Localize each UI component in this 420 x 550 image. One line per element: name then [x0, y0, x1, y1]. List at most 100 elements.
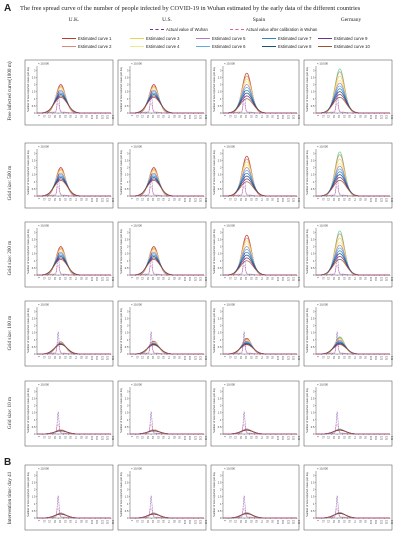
y-tick-label: 1 [34, 97, 36, 101]
x-tick-label: 41 [244, 356, 247, 359]
chart-panel-3-1: 00.511.522.531 11 21 31 41 51 61 71 81 91 101 111 12… [24, 221, 114, 288]
actual-value-line [316, 173, 390, 197]
y-tick-label: 2.5 [32, 237, 36, 241]
legend-label: Estimated curve 10 [334, 44, 370, 49]
x-tick-label: 131 [292, 356, 295, 361]
y-unit-label: × 10,000 [131, 383, 142, 387]
actual-value-line [223, 495, 297, 519]
y-tick-label: 3 [220, 309, 222, 313]
x-tick-label: 81 [265, 115, 268, 118]
y-tick-label: 2 [127, 324, 129, 328]
x-tick-label: 31 [53, 356, 56, 359]
y-axis-label: Number of new reported cases per day [212, 228, 216, 274]
x-tick-label: 81 [79, 436, 82, 439]
y-tick-label: 2.5 [125, 480, 129, 484]
chart-panel-1-1: 00.511.522.531 11 21 31 41 51 61 71 81 91 101 111 12… [24, 59, 114, 126]
x-tick-label: 71 [260, 277, 263, 280]
x-tick-label: 21 [327, 436, 330, 439]
panel-frame [210, 142, 300, 209]
x-tick-label: 61 [69, 115, 72, 118]
y-tick-label: 1.5 [311, 331, 315, 335]
chart-panel-5-4: 00.511.522.531 11 21 31 41 51 61 71 81 91 101 111 12… [303, 380, 393, 447]
y-tick-label: 2 [127, 83, 129, 87]
x-tick-label: 1 [223, 115, 226, 117]
x-tick-label: 141 [204, 115, 207, 120]
x-tick-label: 101 [90, 198, 93, 203]
y-tick-label: 0 [220, 516, 222, 520]
x-tick-label: 41 [337, 436, 340, 439]
x-tick-label: 121 [286, 356, 289, 361]
y-tick-label: 3 [220, 151, 222, 155]
chart-panel-5-3: 00.511.522.531 11 21 31 41 51 61 71 81 91 101 111 12… [210, 380, 300, 447]
x-tick-label: 91 [364, 198, 367, 201]
x-tick-label: 61 [348, 356, 351, 359]
calibrated-value-line [129, 507, 204, 519]
y-tick-label: 0 [34, 432, 36, 436]
y-unit-label: × 10,000 [317, 383, 328, 387]
column-header-uk: U.K. [68, 17, 80, 23]
y-tick-label: 0 [127, 194, 129, 198]
x-tick-label: 71 [260, 356, 263, 359]
x-tick-label: 61 [69, 436, 72, 439]
legend-swatch [262, 46, 276, 47]
y-tick-label: 0.5 [32, 425, 36, 429]
x-tick-label: 71 [260, 115, 263, 118]
x-tick-label: 141 [204, 356, 207, 361]
calibrated-value-line [222, 507, 297, 519]
x-tick-label: 131 [292, 198, 295, 203]
x-tick-label: 21 [327, 520, 330, 523]
y-tick-label: 0 [313, 273, 315, 277]
legend-item-curve-10: Estimated curve 10 [318, 44, 370, 49]
x-tick-label: 41 [58, 356, 61, 359]
y-tick-label: 2 [313, 245, 315, 249]
x-tick-label: 111 [281, 436, 284, 440]
panel-frame [117, 221, 207, 288]
panel-frame [303, 300, 393, 367]
x-tick-label: 41 [151, 436, 154, 439]
x-tick-label: 131 [199, 277, 202, 282]
panel-frame [24, 59, 114, 126]
x-tick-label: 91 [271, 356, 274, 359]
x-tick-label: 11 [321, 198, 324, 201]
y-tick-label: 3 [313, 230, 315, 234]
y-tick-label: 1.5 [32, 331, 36, 335]
x-tick-label: 121 [286, 198, 289, 203]
calibrated-value-line [222, 102, 297, 114]
x-tick-label: 71 [260, 436, 263, 439]
x-tick-label: 131 [385, 115, 388, 120]
x-tick-label: 91 [364, 520, 367, 523]
x-tick-label: 111 [281, 277, 284, 281]
x-tick-label: 81 [172, 436, 175, 439]
y-tick-label: 2.5 [311, 480, 315, 484]
y-tick-label: 2 [127, 166, 129, 170]
legend-item-calibrated: Actual value after calibration in Wuhan [230, 27, 317, 32]
y-tick-label: 2.5 [32, 316, 36, 320]
calibrated-value-line [315, 507, 390, 519]
y-tick-label: 1.5 [125, 331, 129, 335]
x-tick-label: 1 [37, 198, 40, 200]
actual-value-line [37, 411, 111, 435]
y-tick-label: 2 [313, 166, 315, 170]
chart-panel-6-2: 00.511.522.531 11 21 31 41 51 61 71 81 91 101 111 12… [117, 464, 207, 531]
calibrated-value-line [129, 264, 204, 276]
x-tick-label: 91 [178, 115, 181, 118]
x-tick-label: 1 [223, 277, 226, 279]
x-tick-label: 131 [199, 356, 202, 361]
panel-frame [24, 221, 114, 288]
x-tick-label: 11 [135, 115, 138, 118]
x-tick-label: 61 [162, 436, 165, 439]
x-tick-label: 121 [193, 198, 196, 203]
chart-panel-3-2: 00.511.522.531 11 21 31 41 51 61 71 81 91 101 111 12… [117, 221, 207, 288]
x-tick-label: 121 [379, 115, 382, 120]
x-tick-label: 101 [90, 520, 93, 525]
y-tick-label: 2 [220, 488, 222, 492]
x-tick-label: 121 [100, 520, 103, 525]
x-tick-label: 91 [271, 115, 274, 118]
x-tick-label: 21 [234, 277, 237, 280]
legend-label: Estimated curve 9 [334, 36, 368, 41]
panel-frame [117, 464, 207, 531]
chart-panel-4-3: 00.511.522.531 11 21 31 41 51 61 71 81 91 101 111 12… [210, 300, 300, 367]
x-tick-label: 101 [369, 520, 372, 525]
y-unit-label: × 10,000 [317, 62, 328, 66]
x-tick-label: 111 [281, 520, 284, 524]
